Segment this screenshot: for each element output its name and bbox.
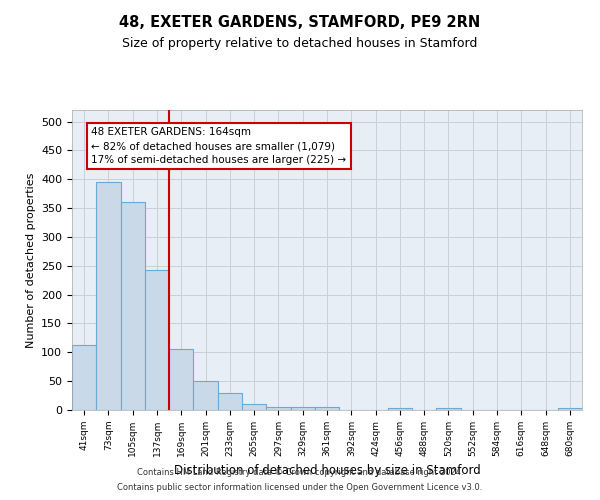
Text: 48 EXETER GARDENS: 164sqm
← 82% of detached houses are smaller (1,079)
17% of se: 48 EXETER GARDENS: 164sqm ← 82% of detac… — [91, 128, 347, 166]
Bar — [266, 406, 290, 410]
Bar — [121, 202, 145, 410]
Bar — [290, 407, 315, 410]
Bar — [96, 182, 121, 410]
Text: Contains public sector information licensed under the Open Government Licence v3: Contains public sector information licen… — [118, 483, 482, 492]
Bar — [315, 406, 339, 410]
Bar — [436, 408, 461, 410]
Y-axis label: Number of detached properties: Number of detached properties — [26, 172, 35, 348]
Bar — [218, 392, 242, 410]
Bar — [72, 346, 96, 410]
Bar — [193, 381, 218, 410]
Text: Size of property relative to detached houses in Stamford: Size of property relative to detached ho… — [122, 38, 478, 51]
X-axis label: Distribution of detached houses by size in Stamford: Distribution of detached houses by size … — [173, 464, 481, 477]
Text: Contains HM Land Registry data © Crown copyright and database right 2024.: Contains HM Land Registry data © Crown c… — [137, 468, 463, 477]
Bar — [558, 408, 582, 410]
Bar — [145, 270, 169, 410]
Text: 48, EXETER GARDENS, STAMFORD, PE9 2RN: 48, EXETER GARDENS, STAMFORD, PE9 2RN — [119, 15, 481, 30]
Bar — [242, 404, 266, 410]
Bar — [169, 350, 193, 410]
Bar — [388, 408, 412, 410]
